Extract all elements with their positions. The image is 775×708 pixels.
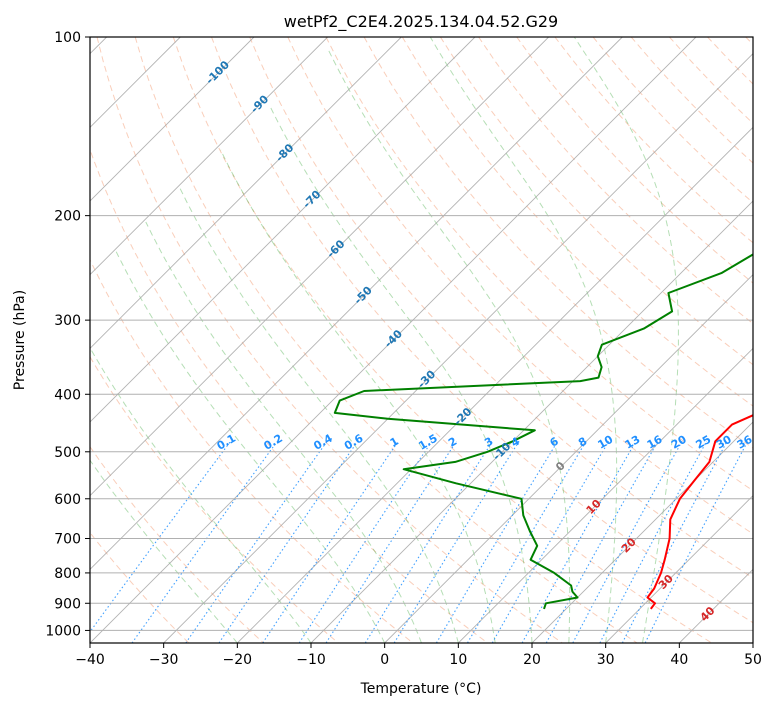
mixing-ratio-line: [90, 440, 232, 633]
skew-isotherm: [90, 37, 328, 276]
skew-isotherm: [90, 37, 402, 349]
y-axis-label: Pressure (hPa): [12, 290, 28, 390]
y-axis: 100 200 300 400 500 600 700 800 900 1000: [45, 30, 90, 639]
mixing-ratio-line: [131, 440, 278, 643]
x-tick-label: 30: [597, 652, 615, 668]
pressure-gridlines: [90, 37, 753, 631]
skew-isotherm: [90, 37, 623, 570]
skew-isotherm: [90, 37, 476, 423]
moist-adiabat: [327, 49, 571, 643]
background-reference-lines: [90, 37, 753, 643]
x-axis: −40 −30 −20 −10 0 10 20 30 40 50: [75, 643, 762, 668]
plot-frame: [89, 36, 754, 644]
dry-adiabat: [134, 37, 638, 643]
y-tick-label: 200: [54, 209, 81, 225]
mixing-ratio-line: [393, 441, 520, 643]
dry-adiabat: [96, 37, 563, 643]
dewpoint-line: [333, 253, 753, 610]
y-tick-label: 100: [54, 30, 81, 46]
x-tick-label: 20: [523, 652, 541, 668]
mixing-ratio-line: [545, 441, 659, 643]
x-tick-label: −20: [223, 652, 253, 668]
skew-isotherm: [605, 495, 753, 643]
dry-adiabat: [90, 148, 488, 643]
skew-isotherm: [458, 347, 753, 643]
skew-isotherm: [531, 421, 753, 643]
mixing-ratio-line: [491, 441, 610, 643]
mixing-ratio-line: [521, 441, 637, 643]
sounding-series: [333, 253, 753, 610]
mixing-ratio-line: [364, 441, 493, 643]
moist-adiabat: [145, 221, 422, 643]
x-tick-label: −40: [75, 652, 105, 668]
moist-adiabat: [429, 37, 618, 643]
skew-isotherm: [90, 37, 255, 202]
dry-adiabat: [325, 37, 753, 492]
x-tick-label: 40: [670, 652, 688, 668]
skew-isotherm: [384, 274, 753, 643]
x-tick-label: 10: [449, 652, 467, 668]
y-tick-label: 600: [54, 492, 81, 508]
x-tick-label: 50: [744, 652, 762, 668]
mixing-ratio-line: [298, 440, 433, 643]
y-tick-label: 800: [54, 566, 81, 582]
moist-adiabat: [90, 459, 238, 643]
y-tick-label: 300: [54, 313, 81, 329]
moist-adiabat: [115, 251, 386, 643]
x-tick-label: 0: [380, 652, 389, 668]
dry-adiabat: [249, 37, 753, 579]
chart-title: wetPf2_C2E4.2025.134.04.52.G29: [284, 12, 558, 32]
dry-adiabat: [90, 355, 339, 643]
mixing-ratio-line: [467, 441, 587, 643]
moist-adiabat: [573, 37, 679, 643]
mixing-ratio-line: [325, 440, 457, 643]
x-tick-label: −10: [296, 652, 326, 668]
y-tick-label: 1000: [45, 623, 81, 639]
skew-isotherm: [163, 53, 753, 643]
temperature-line: [646, 414, 753, 610]
skew-isotherm: [90, 37, 549, 497]
y-tick-label: 700: [54, 532, 81, 548]
skew-isotherm: [237, 126, 753, 643]
mixing-ratio-line: [572, 441, 683, 643]
mixing-ratio-line: [218, 440, 359, 643]
skew-isotherm: [90, 37, 697, 643]
mixing-ratio-line: [185, 440, 328, 643]
dry-adiabat: [211, 37, 753, 624]
mixing-ratio-line: [262, 440, 399, 643]
moist-adiabat: [268, 104, 533, 643]
x-axis-label: Temperature (°C): [360, 681, 482, 697]
y-tick-label: 400: [54, 387, 81, 403]
dry-adiabat: [172, 37, 712, 643]
moist-adiabat: [179, 188, 459, 643]
moist-adiabat: [90, 346, 312, 643]
y-tick-label: 900: [54, 596, 81, 612]
dry-adiabat: [90, 445, 264, 643]
dry-adiabat: [439, 37, 753, 366]
y-tick-label: 500: [54, 445, 81, 461]
x-tick-label: −30: [149, 652, 179, 668]
mixing-ratio-line: [435, 441, 559, 643]
